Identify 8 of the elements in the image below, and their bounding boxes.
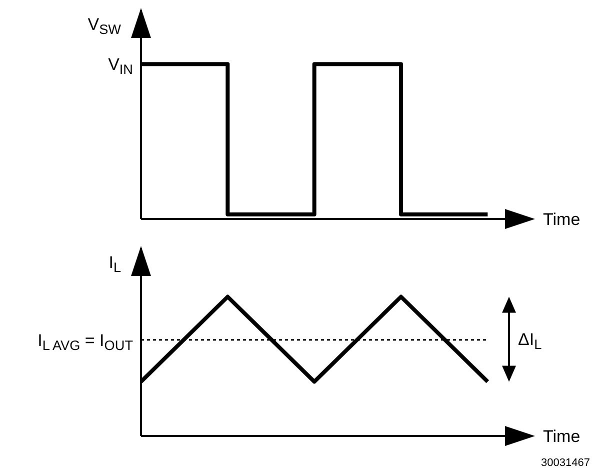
text: ΔI$_{L}$ <box>518 330 542 352</box>
text: V$_{IN}$ <box>108 55 133 78</box>
y-axis-title: I$_{L}$ <box>108 253 122 276</box>
y-axis-title: V$_{SW}$ <box>88 15 122 38</box>
x-axis-title: Time <box>543 427 580 446</box>
text: 30031467 <box>541 457 590 469</box>
ref-line-label: I$_{L AVG}$ = I$_{OUT}$ <box>38 330 133 354</box>
x-axis-title: Time <box>543 210 580 229</box>
